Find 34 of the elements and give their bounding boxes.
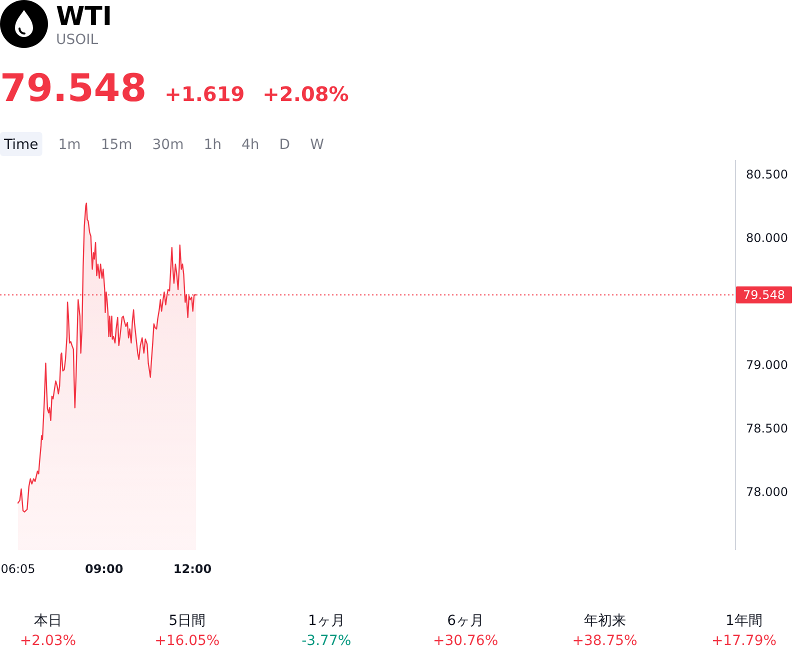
text: 1m xyxy=(58,137,81,153)
text: -3.77% xyxy=(302,633,352,649)
text: +17.79% xyxy=(711,633,777,649)
ref-line-label: 79.548 xyxy=(743,288,785,302)
category-label: 年初来 xyxy=(584,613,626,629)
text: +38.75% xyxy=(572,633,638,649)
category-label: 本日 xyxy=(34,613,62,629)
chart-subtitle: USOIL xyxy=(56,32,98,48)
text: D xyxy=(279,137,290,153)
text: 4h xyxy=(242,137,260,153)
text: +2.03% xyxy=(20,633,76,649)
text: +2.08% xyxy=(262,82,349,106)
category-label: 6ヶ月 xyxy=(447,613,484,629)
category-label: 1ヶ月 xyxy=(308,613,345,629)
text: W xyxy=(310,137,324,153)
y-tick-label: 80.000 xyxy=(746,230,788,245)
x-tick-label: 06:05 xyxy=(0,562,36,576)
y-tick-label: 78.500 xyxy=(746,421,788,436)
text: +1.619 xyxy=(164,82,245,106)
category-label: 1年間 xyxy=(726,613,762,629)
text: +16.05% xyxy=(154,633,220,649)
category-label: 5日間 xyxy=(168,613,206,629)
text: 79.548 xyxy=(0,66,147,110)
text: 30m xyxy=(152,137,184,153)
text: 15m xyxy=(100,137,132,153)
text: +30.76% xyxy=(433,633,498,649)
chart-title: WTI xyxy=(56,2,112,32)
text: 1h xyxy=(204,137,222,153)
y-tick-label: 79.000 xyxy=(746,358,788,372)
x-tick-label: 12:00 xyxy=(173,562,212,576)
text: Time xyxy=(3,137,38,153)
x-tick-label: 09:00 xyxy=(84,562,124,576)
y-tick-label: 78.000 xyxy=(746,484,788,499)
y-tick-label: 80.500 xyxy=(746,167,788,182)
